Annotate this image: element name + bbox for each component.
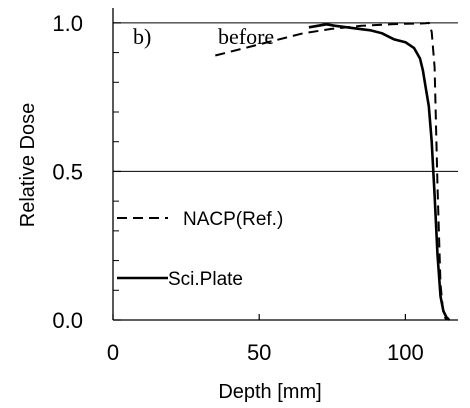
- x-tick-label-1: 50: [247, 340, 271, 365]
- x-tick-label-0: 0: [107, 340, 119, 365]
- legend-label-1: Sci.Plate: [168, 269, 243, 290]
- y-tick-label-0: 0.0: [52, 308, 83, 333]
- y-tick-label-1: 0.5: [52, 159, 83, 184]
- y-axis-title: Relative Dose: [17, 103, 39, 228]
- series-line-0: [215, 21, 448, 321]
- legend-label-0: NACP(Ref.): [183, 209, 283, 230]
- y-tick-label-2: 1.0: [52, 11, 83, 36]
- x-axis-title: Depth [mm]: [218, 381, 321, 403]
- series-line-1: [308, 22, 451, 321]
- x-tick-label-2: 100: [387, 340, 424, 365]
- chart-title: before: [218, 24, 274, 49]
- panel-label: b): [133, 24, 151, 49]
